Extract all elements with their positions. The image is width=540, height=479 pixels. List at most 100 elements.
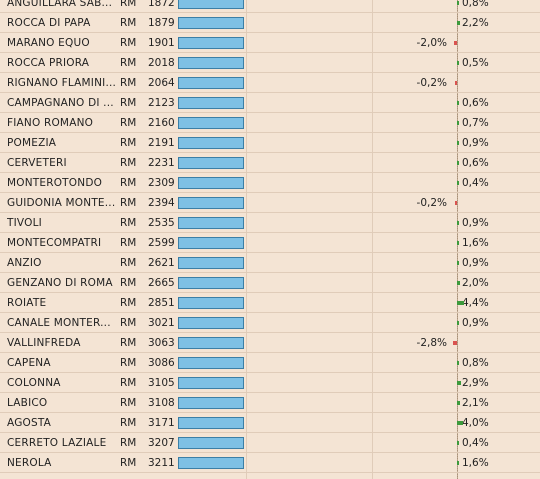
table-row: FIANO ROMANO RM 2160 0,7% xyxy=(0,113,540,133)
table-row: COLONNA RM 3105 2,9% xyxy=(0,373,540,393)
comune-name: GUIDONIA MONTE... xyxy=(7,197,115,209)
change-label: 0,9% xyxy=(462,317,489,329)
province-code: RM xyxy=(120,117,137,129)
province-code: RM xyxy=(120,197,137,209)
change-label: 0,9% xyxy=(462,217,489,229)
rank-bar xyxy=(178,177,244,189)
comune-name: TIVOLI xyxy=(7,217,42,229)
comune-name: ANZIO xyxy=(7,257,42,269)
rank-value: 2160 xyxy=(148,117,175,129)
negative-change-bar xyxy=(454,41,457,45)
positive-change-bar xyxy=(457,101,459,105)
comune-name: ROCCA DI PAPA xyxy=(7,17,91,29)
rank-value: 2394 xyxy=(148,197,175,209)
positive-change-bar xyxy=(457,281,460,285)
change-label: 0,7% xyxy=(462,117,489,129)
rank-value: 3063 xyxy=(148,337,175,349)
province-code: RM xyxy=(120,257,137,269)
table-row: CAPENA RM 3086 0,8% xyxy=(0,353,540,373)
positive-change-bar xyxy=(457,141,459,145)
table-row: VALLINFREDA RM 3063 -2,8% xyxy=(0,333,540,353)
positive-change-bar xyxy=(457,421,463,425)
change-label: 4,4% xyxy=(462,297,489,309)
rank-value: 3171 xyxy=(148,417,175,429)
comune-name: POMEZIA xyxy=(7,137,57,149)
rank-bar xyxy=(178,117,244,129)
province-code: RM xyxy=(120,97,137,109)
comune-name: CERVETERI xyxy=(7,157,67,169)
change-label: -0,2% xyxy=(416,197,447,209)
rank-value: 2018 xyxy=(148,57,175,69)
table-row: GUIDONIA MONTE... RM 2394 -0,2% xyxy=(0,193,540,213)
rank-value: 1879 xyxy=(148,17,175,29)
province-code: RM xyxy=(120,357,137,369)
comune-name: ROIATE xyxy=(7,297,47,309)
province-code: RM xyxy=(120,17,137,29)
table-row: CERRETO LAZIALE RM 3207 0,4% xyxy=(0,433,540,453)
rank-bar xyxy=(178,97,244,109)
positive-change-bar xyxy=(457,241,460,245)
change-label: 2,2% xyxy=(462,17,489,29)
province-code: RM xyxy=(120,0,137,9)
comune-name: COLONNA xyxy=(7,377,61,389)
province-code: RM xyxy=(120,377,137,389)
change-label: 2,9% xyxy=(462,377,489,389)
rank-bar xyxy=(178,137,244,149)
rank-value: 3086 xyxy=(148,357,175,369)
negative-change-bar xyxy=(455,201,457,205)
comune-name: RIGNANO FLAMINI... xyxy=(7,77,115,89)
positive-change-bar xyxy=(457,121,459,125)
rank-bar xyxy=(178,17,244,29)
province-code: RM xyxy=(120,177,137,189)
rank-value: 2309 xyxy=(148,177,175,189)
rank-bar xyxy=(178,157,244,169)
table-row: ROCCA DI PAPA RM 1879 2,2% xyxy=(0,13,540,33)
province-code: RM xyxy=(120,437,137,449)
change-label: 0,4% xyxy=(462,177,489,189)
rank-bar xyxy=(178,57,244,69)
table-row: CERVETERI RM 2231 0,6% xyxy=(0,153,540,173)
zero-axis-line xyxy=(457,0,458,479)
comune-name: CANALE MONTER... xyxy=(7,317,111,329)
comune-name: MONTECOMPATRI xyxy=(7,237,102,249)
change-label: 1,6% xyxy=(462,457,489,469)
province-code: RM xyxy=(120,337,137,349)
comune-name: MARANO EQUO xyxy=(7,37,90,49)
rank-value: 3211 xyxy=(148,457,175,469)
rank-bar xyxy=(178,277,244,289)
positive-change-bar xyxy=(457,361,459,365)
rank-value: 2191 xyxy=(148,137,175,149)
rank-bar xyxy=(178,317,244,329)
comune-name: VALLINFREDA xyxy=(7,337,81,349)
rank-value: 2621 xyxy=(148,257,175,269)
rank-value: 1901 xyxy=(148,37,175,49)
province-code: RM xyxy=(120,157,137,169)
table-row: CANALE MONTER... RM 3021 0,9% xyxy=(0,313,540,333)
table-row: GENZANO DI ROMA RM 2665 2,0% xyxy=(0,273,540,293)
change-label: 2,0% xyxy=(462,277,489,289)
change-label: 0,9% xyxy=(462,137,489,149)
province-code: RM xyxy=(120,77,137,89)
table-row: POMEZIA RM 2191 0,9% xyxy=(0,133,540,153)
change-label: 0,8% xyxy=(462,0,489,9)
province-code: RM xyxy=(120,217,137,229)
comune-name: ANGUILLARA SAB... xyxy=(7,0,113,9)
rank-bar xyxy=(178,457,244,469)
positive-change-bar xyxy=(457,461,460,465)
rank-bar xyxy=(178,217,244,229)
rank-bar xyxy=(178,337,244,349)
comune-name: FIANO ROMANO xyxy=(7,117,94,129)
change-label: 1,6% xyxy=(462,237,489,249)
rank-value: 2535 xyxy=(148,217,175,229)
province-code: RM xyxy=(120,37,137,49)
negative-change-bar xyxy=(452,341,457,345)
comune-name: LABICO xyxy=(7,397,48,409)
positive-change-bar xyxy=(457,401,461,405)
rank-value: 2599 xyxy=(148,237,175,249)
rank-value: 3207 xyxy=(148,437,175,449)
rank-bar xyxy=(178,197,244,209)
table-row: RIGNANO FLAMINI... RM 2064 -0,2% xyxy=(0,73,540,93)
comune-name: CAMPAGNANO DI ... xyxy=(7,97,114,109)
positive-change-bar xyxy=(457,301,464,305)
